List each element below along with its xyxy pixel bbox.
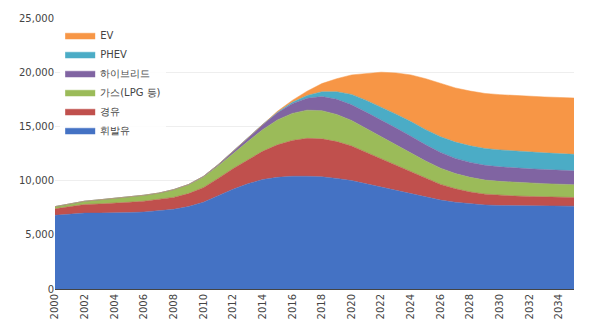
- svg-text:2010: 2010: [198, 294, 209, 319]
- svg-text:가스(LPG 등): 가스(LPG 등): [100, 87, 160, 98]
- svg-text:2020: 2020: [346, 294, 357, 319]
- svg-text:2006: 2006: [138, 294, 149, 319]
- svg-text:2014: 2014: [257, 294, 268, 319]
- svg-text:0: 0: [48, 284, 54, 295]
- svg-text:25,000: 25,000: [19, 13, 54, 24]
- svg-text:EV: EV: [100, 30, 113, 41]
- svg-text:2034: 2034: [553, 294, 564, 319]
- svg-text:2004: 2004: [109, 294, 120, 319]
- svg-text:2030: 2030: [494, 294, 505, 319]
- svg-text:2026: 2026: [435, 294, 446, 319]
- svg-text:2018: 2018: [316, 294, 327, 319]
- svg-text:2008: 2008: [168, 294, 179, 319]
- svg-text:20,000: 20,000: [19, 67, 54, 78]
- svg-text:2024: 2024: [405, 294, 416, 319]
- svg-text:15,000: 15,000: [19, 121, 54, 132]
- svg-text:2002: 2002: [79, 294, 90, 319]
- svg-text:경유: 경유: [100, 106, 120, 117]
- svg-text:PHEV: PHEV: [100, 49, 127, 60]
- svg-text:휘발유: 휘발유: [100, 125, 130, 136]
- svg-text:2000: 2000: [49, 294, 60, 319]
- svg-text:2012: 2012: [227, 294, 238, 319]
- svg-text:10,000: 10,000: [19, 175, 54, 186]
- svg-text:2028: 2028: [464, 294, 475, 319]
- svg-text:5,000: 5,000: [25, 229, 54, 240]
- svg-text:2016: 2016: [287, 294, 298, 319]
- svg-text:2032: 2032: [524, 294, 535, 319]
- svg-text:2022: 2022: [375, 294, 386, 319]
- svg-text:하이브리드: 하이브리드: [100, 68, 150, 79]
